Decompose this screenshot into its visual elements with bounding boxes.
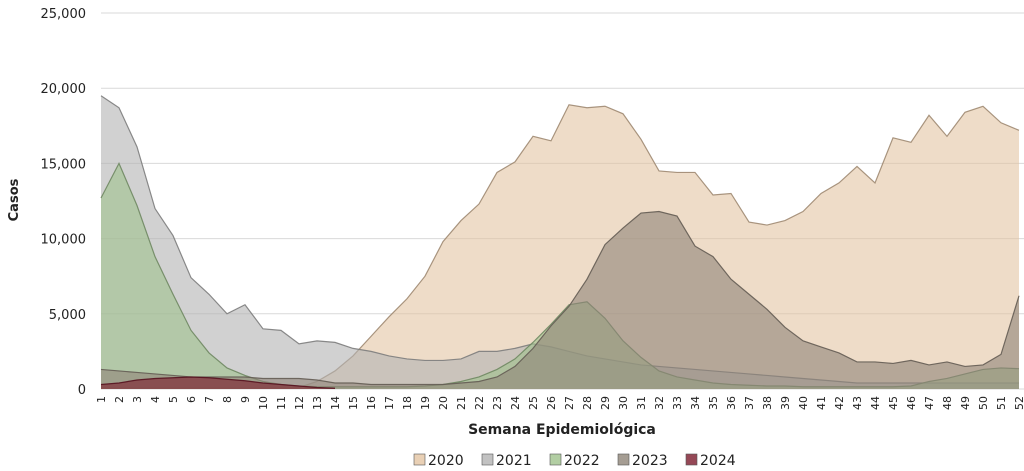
- x-tick-label: 48: [941, 396, 954, 410]
- y-tick-label: 5,000: [49, 308, 86, 323]
- y-tick-label: 15,000: [41, 157, 87, 172]
- x-axis-label: Semana Epidemiológica: [468, 422, 656, 438]
- legend-label: 2021: [496, 453, 532, 469]
- x-tick-label: 46: [905, 396, 918, 410]
- x-tick-label: 38: [761, 396, 774, 410]
- x-tick-label: 36: [725, 396, 738, 410]
- x-tick-label: 41: [815, 396, 828, 410]
- legend-swatch: [617, 453, 630, 466]
- x-tick-label: 3: [131, 396, 144, 403]
- x-tick-label: 16: [365, 396, 378, 410]
- x-tick-label: 34: [689, 396, 702, 410]
- y-tick-label: 25,000: [41, 7, 87, 22]
- area: [101, 211, 1019, 389]
- x-tick-label: 31: [635, 396, 648, 410]
- x-tick-label: 26: [545, 396, 558, 410]
- legend-swatch: [481, 453, 494, 466]
- x-tick-label: 13: [311, 396, 324, 410]
- x-tick-label: 7: [203, 396, 216, 403]
- area-line: [100, 376, 336, 389]
- legend-label: 2022: [564, 453, 600, 469]
- x-tick-label: 27: [563, 396, 576, 410]
- x-tick-label: 15: [347, 396, 360, 410]
- x-tick-label: 20: [437, 396, 450, 410]
- x-tick-label: 23: [491, 396, 504, 410]
- x-tick-label: 43: [851, 396, 864, 410]
- legend-swatch: [549, 453, 562, 466]
- x-tick-label: 5: [167, 396, 180, 403]
- x-tick-label: 37: [743, 396, 756, 410]
- x-tick-label: 2: [113, 396, 126, 403]
- area: [101, 104, 1019, 389]
- x-tick-label: 6: [185, 396, 198, 403]
- x-tick-label: 39: [779, 396, 792, 410]
- x-tick-label: 50: [977, 396, 990, 410]
- x-tick-label: 40: [797, 396, 810, 410]
- area: [101, 376, 335, 389]
- x-tick-label: 35: [707, 396, 720, 410]
- y-tick-label: 20,000: [41, 82, 87, 97]
- legend-label: 2020: [428, 453, 464, 469]
- legend-swatch: [685, 453, 698, 466]
- x-tick-label: 10: [257, 396, 270, 410]
- x-tick-label: 21: [455, 396, 468, 410]
- x-tick-label: 9: [239, 396, 252, 403]
- x-tick-label: 44: [869, 396, 882, 410]
- x-tick-label: 4: [149, 396, 162, 403]
- x-tick-label: 14: [329, 396, 342, 410]
- x-tick-label: 52: [1013, 396, 1024, 410]
- x-tick-label: 22: [473, 396, 486, 410]
- x-tick-label: 17: [383, 396, 396, 410]
- x-tick-label: 45: [887, 396, 900, 410]
- legend-label: 2024: [700, 453, 736, 469]
- x-tick-label: 24: [509, 396, 522, 410]
- area-line: [100, 210, 1020, 386]
- y-tick-label: 0: [78, 383, 86, 398]
- legend-swatch: [413, 453, 426, 466]
- x-tick-label: 1: [95, 396, 108, 403]
- x-tick-label: 11: [275, 396, 288, 410]
- x-tick-label: 25: [527, 396, 540, 410]
- y-axis-label: Casos: [7, 178, 22, 221]
- x-tick-label: 30: [617, 396, 630, 410]
- y-tick-label: 10,000: [41, 233, 87, 248]
- x-tick-label: 49: [959, 396, 972, 410]
- x-tick-label: 18: [401, 396, 414, 410]
- x-tick-label: 28: [581, 396, 594, 410]
- x-tick-label: 47: [923, 396, 936, 410]
- x-tick-label: 12: [293, 396, 306, 410]
- x-tick-label: 51: [995, 396, 1008, 410]
- x-tick-label: 42: [833, 396, 846, 410]
- x-tick-label: 33: [671, 396, 684, 410]
- x-tick-label: 32: [653, 396, 666, 410]
- legend-label: 2023: [632, 453, 668, 469]
- x-tick-label: 29: [599, 396, 612, 410]
- x-tick-label: 19: [419, 396, 432, 410]
- x-tick-label: 8: [221, 396, 234, 403]
